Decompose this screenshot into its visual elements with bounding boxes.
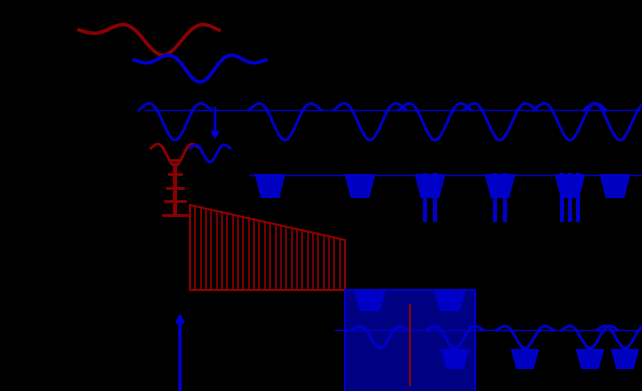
Polygon shape [442,350,468,368]
Polygon shape [512,350,538,368]
Polygon shape [346,175,374,197]
Bar [345,290,475,391]
Polygon shape [486,175,514,197]
Polygon shape [612,350,638,368]
Polygon shape [256,175,284,197]
Polygon shape [577,350,603,368]
Polygon shape [435,290,465,310]
Polygon shape [355,290,385,310]
Polygon shape [556,175,584,197]
Polygon shape [601,175,629,197]
Polygon shape [416,175,444,197]
